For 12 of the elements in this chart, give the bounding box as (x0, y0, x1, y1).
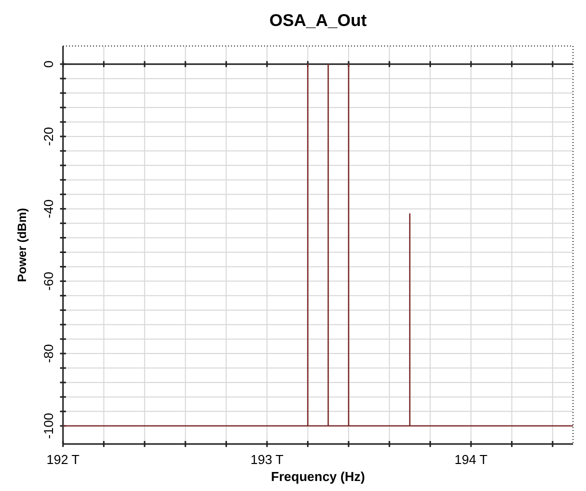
x-axis-title: Frequency (Hz) (271, 469, 365, 484)
y-tick-label: -80 (41, 344, 56, 363)
y-tick-label: -100 (41, 412, 56, 439)
x-tick-label: 192 T (46, 452, 80, 467)
y-tick-label: -20 (41, 127, 56, 146)
chart-title: OSA_A_Out (269, 11, 367, 30)
x-tick-label: 194 T (454, 452, 488, 467)
x-tick-label: 193 T (250, 452, 284, 467)
y-tick-label: 0 (41, 60, 56, 68)
y-axis-title: Power (dBm) (15, 208, 29, 282)
y-tick-label: -60 (41, 272, 56, 291)
y-tick-label: -40 (41, 199, 56, 218)
